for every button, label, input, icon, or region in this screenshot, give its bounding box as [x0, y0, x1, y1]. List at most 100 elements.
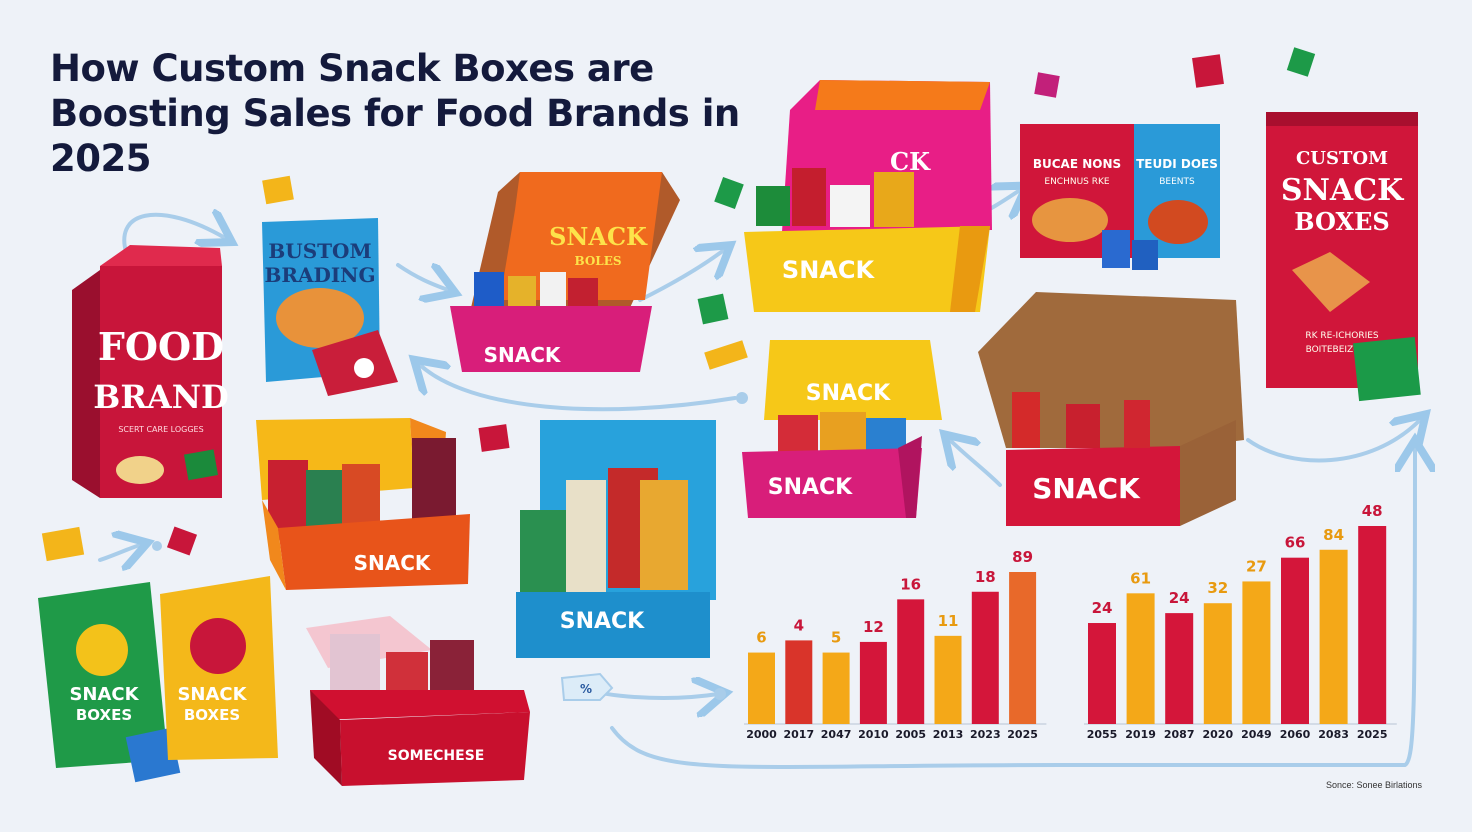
svg-text:CK: CK	[890, 147, 931, 176]
chart-tick-label: 2049	[1241, 728, 1272, 741]
chart-data-label: 6	[756, 629, 766, 647]
box-front-label: SNACK	[560, 609, 645, 634]
chart-data-label: 24	[1169, 589, 1190, 607]
chart-tick-label: 2013	[933, 728, 964, 741]
chart-data-label: 66	[1285, 534, 1306, 552]
bag-small-text: RK RE-ICHORIES	[1305, 331, 1379, 341]
arrow-icon	[638, 250, 724, 302]
chart-tick-label: 2020	[1202, 728, 1233, 741]
chart-data-label: 12	[863, 618, 884, 636]
chart-data-label: 5	[831, 629, 841, 647]
bag-brand-label: BRAND	[93, 378, 228, 416]
snack-boxes-bag-yellow: SNACK BOXES	[160, 576, 278, 760]
bag-label: BEENTS	[1159, 177, 1195, 187]
chart-tick-label: 2010	[858, 728, 889, 741]
arrow-icon	[1246, 420, 1420, 463]
chart-tick-label: 2017	[783, 728, 814, 741]
bag-label: BRADING	[264, 263, 375, 287]
chart-tick-label: 2025	[1357, 728, 1388, 741]
percent-tag: %	[560, 672, 614, 701]
snack-box: SNACK	[516, 420, 716, 658]
chart-bar	[1358, 526, 1387, 724]
chart-tick-label: 2000	[746, 728, 777, 741]
snack-boxes-bag-green: SNACK BOXES	[38, 582, 181, 783]
snack-box: SNACK	[256, 418, 470, 590]
chart-bar	[748, 652, 775, 724]
snack-box: SNACK BOLES SNACK	[450, 172, 680, 372]
bag-label: BOXES	[1294, 207, 1389, 236]
chart-data-label: 89	[1012, 548, 1033, 566]
chart-tick-label: 2047	[821, 728, 852, 741]
box-lid-label: SNACK	[549, 222, 648, 251]
box-front-label: SNACK	[484, 343, 562, 367]
bag-brand-label: FOOD	[98, 324, 224, 369]
page-title: How Custom Snack Boxes are Boosting Sale…	[50, 46, 770, 181]
chart-bar	[934, 635, 962, 724]
chart-tick-label: 2060	[1280, 728, 1311, 741]
bag-label: SNACK	[177, 684, 247, 705]
bag-small-text: BOITEBEIZONES	[1306, 345, 1379, 355]
chart-bar	[785, 640, 813, 724]
bag-small-text: SCERT CARE LOGGES	[118, 425, 203, 434]
box-lid-label: BOLES	[574, 254, 621, 268]
chart-data-label: 4	[794, 616, 804, 634]
chart-bar	[822, 652, 850, 724]
box-front-label: SOMECHESE	[388, 748, 485, 764]
bag-label: SNACK	[1281, 173, 1404, 208]
title-line-3: 2025	[50, 137, 151, 180]
chart-tick-label: 2083	[1318, 728, 1349, 741]
bar-chart-right: 24 2055 61 2019 24 2087 32 2020 27 2049 66 2060 84 20…	[1084, 502, 1397, 741]
source-note: Sonce: Sonee Birlations	[1326, 780, 1423, 790]
snack-box: SNACK SNACK	[742, 340, 942, 518]
box-front-label: SNACK	[768, 475, 853, 500]
arrow-icon	[950, 440, 1002, 487]
box-front-label: SNACK	[1032, 472, 1141, 505]
snack-bag-pair: BUCAE NONS ENCHNUS RKE TEUDI DOES BEENTS	[1020, 124, 1220, 270]
chart-bar	[1165, 613, 1194, 724]
arrow-icon	[396, 265, 448, 290]
title-line-2: Boosting Sales for Food Brands in	[50, 92, 740, 135]
arrow-icon	[420, 365, 737, 412]
chart-data-label: 27	[1246, 557, 1267, 575]
snack-box: SOMECHESE	[306, 616, 530, 786]
chart-bar	[1242, 581, 1271, 724]
scattered-snack-packs	[41, 47, 1316, 700]
chart-tick-label: 2055	[1087, 728, 1118, 741]
chart-bar	[971, 591, 999, 724]
custom-snack-bag: CUSTOM SNACK BOXES RK RE-ICHORIES BOITEB…	[1266, 112, 1421, 402]
chart-bar	[859, 641, 887, 724]
arrow-icon	[98, 545, 140, 560]
bag-label: BUSTOM	[268, 239, 371, 263]
chart-data-label: 84	[1323, 526, 1344, 544]
snack-box: SNACK	[978, 292, 1244, 526]
chart-data-label: 18	[975, 568, 996, 586]
bag-label: TEUDI DOES	[1136, 157, 1218, 171]
chart-data-label: 11	[938, 612, 959, 630]
title-line-1: How Custom Snack Boxes are	[50, 47, 654, 90]
chart-tick-label: 2023	[970, 728, 1001, 741]
chart-data-label: 24	[1092, 599, 1113, 617]
chart-bar	[1281, 557, 1309, 724]
bag-label: BUCAE NONS	[1033, 157, 1121, 171]
chart-bar	[897, 599, 925, 724]
percent-label: %	[580, 682, 592, 696]
bag-label: SNACK	[69, 684, 139, 705]
chart-bar	[1088, 623, 1116, 724]
bag-label: ENCHNUS RKE	[1044, 177, 1110, 187]
chart-data-label: 32	[1207, 579, 1228, 597]
chart-tick-label: 2019	[1125, 728, 1156, 741]
box-lid-label: SNACK	[806, 381, 891, 406]
chart-bar	[1126, 593, 1155, 724]
arrow-icon	[122, 215, 225, 260]
chart-bar	[1009, 572, 1037, 724]
chart-data-label: 16	[900, 575, 921, 593]
food-brand-bag: FOOD BRAND SCERT CARE LOGGES	[72, 245, 229, 498]
chart-data-label: 61	[1130, 569, 1151, 587]
bar-chart-left: 6 2000 4 2017 5 2047 12 2010 16 2005 11 2013 18 2023 8…	[744, 548, 1047, 741]
chart-data-label: 48	[1362, 502, 1383, 520]
chart-tick-label: 2005	[895, 728, 926, 741]
bag-label: CUSTOM	[1296, 148, 1388, 169]
custom-branding-bag: BUSTOM BRADING	[262, 218, 398, 396]
